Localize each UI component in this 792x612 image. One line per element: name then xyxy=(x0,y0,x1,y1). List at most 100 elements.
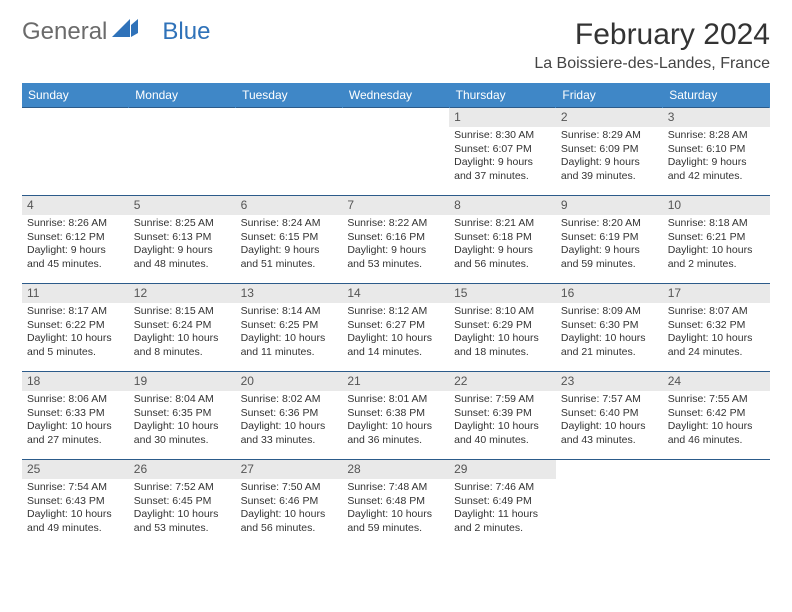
calendar-day-cell xyxy=(663,460,770,548)
calendar-head: SundayMondayTuesdayWednesdayThursdayFrid… xyxy=(22,83,770,108)
calendar-day-cell: 6 Sunrise: 8:24 AMSunset: 6:15 PMDaylight… xyxy=(236,196,343,284)
month-title: February 2024 xyxy=(534,18,770,52)
day-details: Sunrise: 8:01 AMSunset: 6:38 PMDaylight:… xyxy=(342,393,449,450)
calendar-week-row: 1 Sunrise: 8:30 AMSunset: 6:07 PMDaylight… xyxy=(22,108,770,196)
brand-part1: General xyxy=(22,18,107,46)
calendar-day-cell: 20Sunrise: 8:02 AMSunset: 6:36 PMDayligh… xyxy=(236,372,343,460)
day-number: 12 xyxy=(129,284,236,303)
day-details: Sunrise: 8:02 AMSunset: 6:36 PMDaylight:… xyxy=(236,393,343,450)
day-number: 18 xyxy=(22,372,129,391)
day-details: Sunrise: 7:57 AMSunset: 6:40 PMDaylight:… xyxy=(556,393,663,450)
weekday-header: Wednesday xyxy=(342,83,449,108)
day-details: Sunrise: 8:06 AMSunset: 6:33 PMDaylight:… xyxy=(22,393,129,450)
day-number: 6 xyxy=(236,196,343,215)
weekday-header: Tuesday xyxy=(236,83,343,108)
calendar-day-cell: 10Sunrise: 8:18 AMSunset: 6:21 PMDayligh… xyxy=(663,196,770,284)
calendar-day-cell: 16Sunrise: 8:09 AMSunset: 6:30 PMDayligh… xyxy=(556,284,663,372)
calendar-day-cell: 25 Sunrise: 7:54 AMSunset: 6:43 PMDayligh… xyxy=(22,460,129,548)
calendar-day-cell: 8 Sunrise: 8:21 AMSunset: 6:18 PMDaylight… xyxy=(449,196,556,284)
day-details: Sunrise: 7:50 AMSunset: 6:46 PMDaylight:… xyxy=(236,481,343,538)
calendar-day-cell: 9 Sunrise: 8:20 AMSunset: 6:19 PMDaylight… xyxy=(556,196,663,284)
weekday-header: Sunday xyxy=(22,83,129,108)
day-details: Sunrise: 8:25 AMSunset: 6:13 PMDaylight:… xyxy=(129,217,236,274)
day-number: 23 xyxy=(556,372,663,391)
calendar-week-row: 18 Sunrise: 8:06 AMSunset: 6:33 PMDayligh… xyxy=(22,372,770,460)
calendar-day-cell: 3 Sunrise: 8:28 AMSunset: 6:10 PMDaylight… xyxy=(663,108,770,196)
location-text: La Boissiere-des-Landes, France xyxy=(534,55,770,73)
calendar-day-cell: 15Sunrise: 8:10 AMSunset: 6:29 PMDayligh… xyxy=(449,284,556,372)
day-details: Sunrise: 7:54 AMSunset: 6:43 PMDaylight:… xyxy=(22,481,129,538)
day-number: 13 xyxy=(236,284,343,303)
day-details: Sunrise: 8:26 AMSunset: 6:12 PMDaylight:… xyxy=(22,217,129,274)
calendar-day-cell: 4 Sunrise: 8:26 AMSunset: 6:12 PMDaylight… xyxy=(22,196,129,284)
day-details: Sunrise: 8:10 AMSunset: 6:29 PMDaylight:… xyxy=(449,305,556,362)
day-details: Sunrise: 8:15 AMSunset: 6:24 PMDaylight:… xyxy=(129,305,236,362)
day-number: 17 xyxy=(663,284,770,303)
weekday-header: Thursday xyxy=(449,83,556,108)
calendar-day-cell: 21Sunrise: 8:01 AMSunset: 6:38 PMDayligh… xyxy=(342,372,449,460)
brand-mark-icon xyxy=(112,18,138,46)
day-number: 2 xyxy=(556,108,663,127)
day-number: 22 xyxy=(449,372,556,391)
calendar-day-cell: 24 Sunrise: 7:55 AMSunset: 6:42 PMDayligh… xyxy=(663,372,770,460)
calendar-day-cell xyxy=(236,108,343,196)
calendar-day-cell: 18 Sunrise: 8:06 AMSunset: 6:33 PMDayligh… xyxy=(22,372,129,460)
day-details: Sunrise: 8:28 AMSunset: 6:10 PMDaylight:… xyxy=(663,129,770,186)
weekday-row: SundayMondayTuesdayWednesdayThursdayFrid… xyxy=(22,83,770,108)
calendar-week-row: 11 Sunrise: 8:17 AMSunset: 6:22 PMDayligh… xyxy=(22,284,770,372)
title-block: February 2024 La Boissiere-des-Landes, F… xyxy=(534,18,770,73)
calendar-day-cell: 1 Sunrise: 8:30 AMSunset: 6:07 PMDaylight… xyxy=(449,108,556,196)
day-number: 8 xyxy=(449,196,556,215)
day-details: Sunrise: 7:55 AMSunset: 6:42 PMDaylight:… xyxy=(663,393,770,450)
day-details: Sunrise: 8:22 AMSunset: 6:16 PMDaylight:… xyxy=(342,217,449,274)
calendar-day-cell: 2Sunrise: 8:29 AMSunset: 6:09 PMDaylight… xyxy=(556,108,663,196)
calendar-table: SundayMondayTuesdayWednesdayThursdayFrid… xyxy=(22,83,770,548)
calendar-day-cell: 5Sunrise: 8:25 AMSunset: 6:13 PMDaylight… xyxy=(129,196,236,284)
weekday-header: Friday xyxy=(556,83,663,108)
calendar-day-cell xyxy=(22,108,129,196)
calendar-day-cell: 27 Sunrise: 7:50 AMSunset: 6:46 PMDayligh… xyxy=(236,460,343,548)
day-number: 25 xyxy=(22,460,129,479)
brand-logo: General Blue xyxy=(22,18,210,46)
calendar-day-cell xyxy=(129,108,236,196)
calendar-day-cell: 7 Sunrise: 8:22 AMSunset: 6:16 PMDaylight… xyxy=(342,196,449,284)
calendar-day-cell: 26Sunrise: 7:52 AMSunset: 6:45 PMDayligh… xyxy=(129,460,236,548)
day-number: 24 xyxy=(663,372,770,391)
day-details: Sunrise: 8:12 AMSunset: 6:27 PMDaylight:… xyxy=(342,305,449,362)
day-details: Sunrise: 8:14 AMSunset: 6:25 PMDaylight:… xyxy=(236,305,343,362)
day-number: 16 xyxy=(556,284,663,303)
day-details: Sunrise: 8:24 AMSunset: 6:15 PMDaylight:… xyxy=(236,217,343,274)
day-details: Sunrise: 8:07 AMSunset: 6:32 PMDaylight:… xyxy=(663,305,770,362)
day-details: Sunrise: 7:46 AMSunset: 6:49 PMDaylight:… xyxy=(449,481,556,538)
day-number: 14 xyxy=(342,284,449,303)
day-details: Sunrise: 8:30 AMSunset: 6:07 PMDaylight:… xyxy=(449,129,556,186)
day-number: 7 xyxy=(342,196,449,215)
day-number: 3 xyxy=(663,108,770,127)
calendar-day-cell xyxy=(556,460,663,548)
brand-part2: Blue xyxy=(162,18,210,46)
calendar-body: 1 Sunrise: 8:30 AMSunset: 6:07 PMDaylight… xyxy=(22,108,770,548)
day-details: Sunrise: 8:04 AMSunset: 6:35 PMDaylight:… xyxy=(129,393,236,450)
calendar-day-cell: 14 Sunrise: 8:12 AMSunset: 6:27 PMDayligh… xyxy=(342,284,449,372)
day-number: 11 xyxy=(22,284,129,303)
day-number: 1 xyxy=(449,108,556,127)
calendar-day-cell: 11 Sunrise: 8:17 AMSunset: 6:22 PMDayligh… xyxy=(22,284,129,372)
calendar-day-cell: 13 Sunrise: 8:14 AMSunset: 6:25 PMDayligh… xyxy=(236,284,343,372)
day-details: Sunrise: 8:21 AMSunset: 6:18 PMDaylight:… xyxy=(449,217,556,274)
calendar-week-row: 25 Sunrise: 7:54 AMSunset: 6:43 PMDayligh… xyxy=(22,460,770,548)
calendar-day-cell: 17 Sunrise: 8:07 AMSunset: 6:32 PMDayligh… xyxy=(663,284,770,372)
day-number: 10 xyxy=(663,196,770,215)
day-number: 9 xyxy=(556,196,663,215)
day-number: 19 xyxy=(129,372,236,391)
day-number: 26 xyxy=(129,460,236,479)
day-number: 27 xyxy=(236,460,343,479)
calendar-day-cell xyxy=(342,108,449,196)
weekday-header: Saturday xyxy=(663,83,770,108)
day-number: 4 xyxy=(22,196,129,215)
day-details: Sunrise: 8:17 AMSunset: 6:22 PMDaylight:… xyxy=(22,305,129,362)
calendar-day-cell: 28Sunrise: 7:48 AMSunset: 6:48 PMDayligh… xyxy=(342,460,449,548)
weekday-header: Monday xyxy=(129,83,236,108)
calendar-week-row: 4 Sunrise: 8:26 AMSunset: 6:12 PMDaylight… xyxy=(22,196,770,284)
day-details: Sunrise: 8:20 AMSunset: 6:19 PMDaylight:… xyxy=(556,217,663,274)
calendar-day-cell: 22Sunrise: 7:59 AMSunset: 6:39 PMDayligh… xyxy=(449,372,556,460)
